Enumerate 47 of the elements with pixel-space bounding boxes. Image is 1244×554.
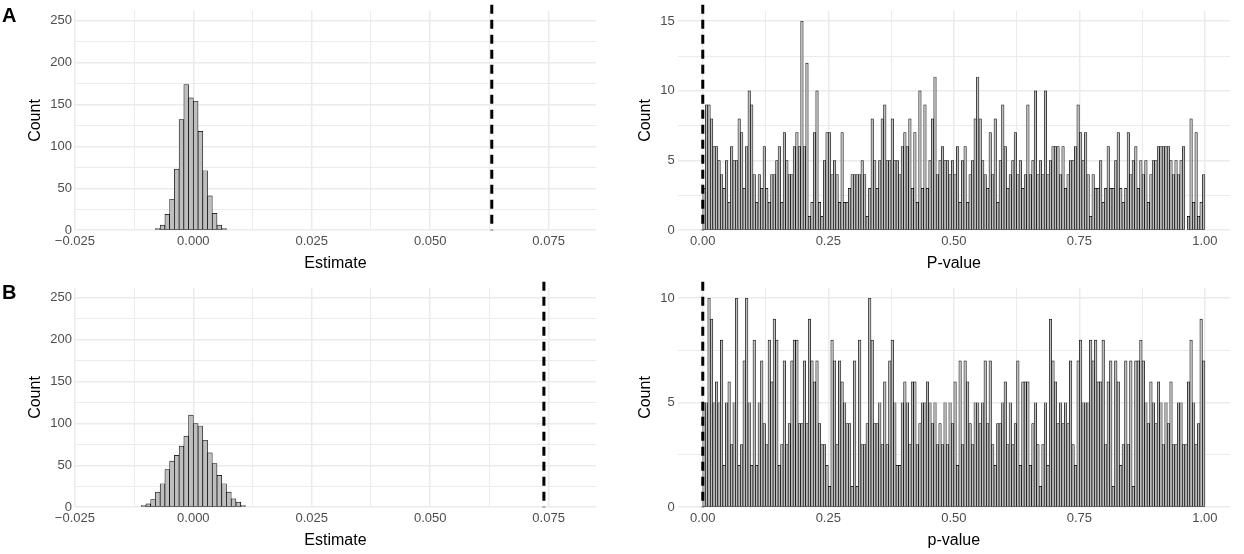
y-tick-label: 10 [660, 289, 675, 305]
y-tick-label: 50 [57, 179, 72, 195]
x-axis-title: P-value [926, 253, 982, 271]
x-tick-label: 0.075 [532, 509, 565, 525]
x-tick-label: 0.75 [1066, 232, 1093, 248]
x-tick-label: 0.050 [413, 232, 447, 248]
x-axis-title: p-value [927, 530, 981, 548]
y-tick-label: 150 [50, 96, 72, 112]
x-tick-label: 0.025 [295, 232, 329, 248]
x-tick-label: 0.25 [815, 509, 841, 525]
y-tick-label: 5 [667, 152, 675, 168]
y-tick-label: 200 [50, 331, 72, 347]
y-axis-title: Count [26, 98, 44, 142]
x-tick-label: 0.25 [815, 232, 841, 248]
x-tick-label: 0.025 [295, 509, 329, 525]
x-tick-label: 0.00 [690, 232, 716, 248]
y-tick-label: 0 [64, 221, 72, 237]
x-tick-label: 0.075 [532, 232, 565, 248]
x-tick-label: 0.50 [941, 509, 967, 525]
x-tick-label: 0.50 [941, 232, 967, 248]
y-tick-label: 0 [667, 498, 675, 514]
y-tick-label: 50 [57, 456, 72, 472]
y-axis-title: Count [636, 98, 654, 142]
y-axis-title: Count [636, 375, 654, 419]
x-axis-title: Estimate [304, 253, 367, 271]
x-tick-label: 0.000 [177, 232, 210, 248]
x-tick-label: 0.00 [690, 509, 716, 525]
y-tick-label: 0 [64, 498, 72, 514]
x-tick-label: 0.000 [177, 509, 210, 525]
text: B [2, 280, 17, 303]
x-tick-label: 0.050 [413, 509, 447, 525]
x-tick-label: 0.75 [1066, 509, 1093, 525]
x-tick-label: 1.00 [1192, 232, 1218, 248]
y-tick-label: 5 [667, 394, 675, 410]
y-tick-label: 0 [667, 221, 675, 237]
text: A [2, 3, 17, 26]
y-tick-label: 10 [660, 82, 675, 98]
y-tick-label: 250 [50, 289, 72, 305]
y-tick-label: 100 [50, 138, 72, 154]
y-tick-label: 100 [50, 415, 72, 431]
y-tick-label: 250 [50, 12, 72, 28]
y-axis-title: Count [26, 375, 44, 419]
y-tick-label: 150 [50, 373, 72, 389]
x-tick-label: 1.00 [1192, 509, 1218, 525]
y-tick-label: 15 [660, 12, 675, 28]
y-tick-label: 200 [50, 54, 72, 70]
x-axis-title: Estimate [304, 530, 367, 548]
